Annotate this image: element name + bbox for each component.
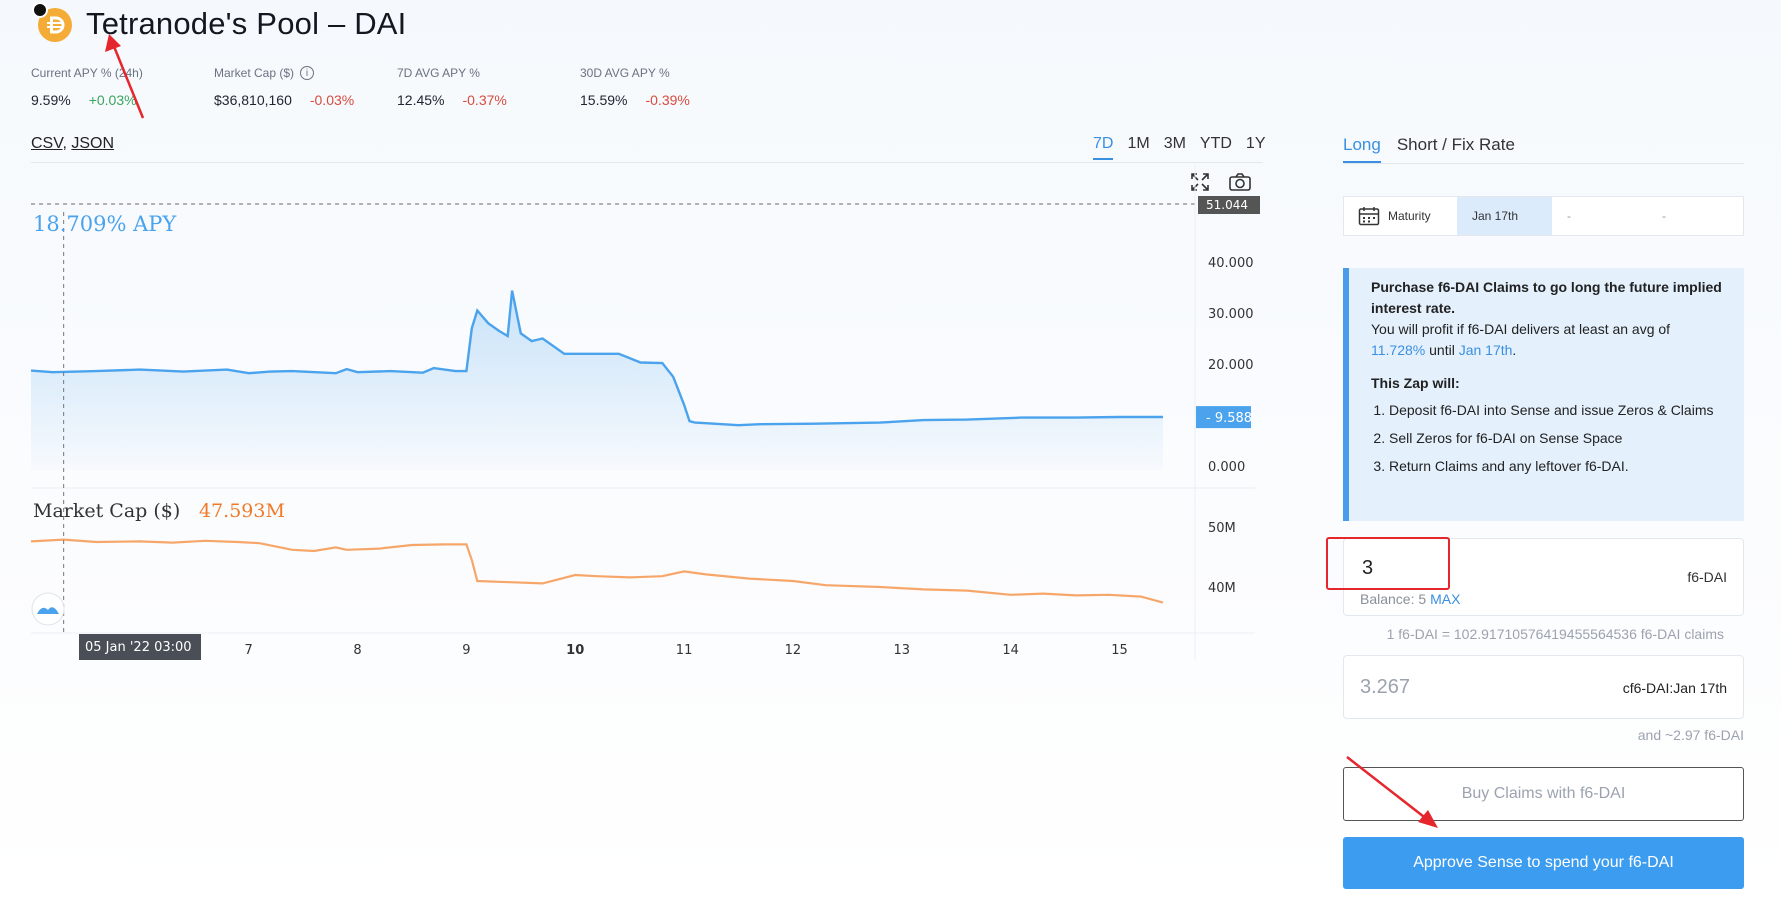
leftover-text: and ~2.97 f6-DAI bbox=[1637, 727, 1744, 743]
output-card: 3.267 cf6-DAI:Jan 17th bbox=[1343, 655, 1744, 719]
x-tick-label: 9 bbox=[462, 643, 470, 658]
axes: 40.000 30.000 20.000 0.000 50M 40M 51.044 - 9.5… bbox=[63, 196, 1260, 660]
zap-step: Sell Zeros for f6-DAI on Sense Space bbox=[1389, 428, 1724, 448]
stat-value: 15.59% bbox=[580, 92, 628, 108]
time-range-selector: 7D 1M 3M YTD 1Y bbox=[1093, 135, 1266, 160]
x-tick-label: 11 bbox=[676, 643, 693, 658]
info-headline: Purchase f6-DAI Claims to go long the fu… bbox=[1371, 279, 1722, 316]
output-unit: cf6-DAI:Jan 17th bbox=[1622, 680, 1727, 696]
current-value-label: - 9.588 bbox=[1206, 411, 1252, 426]
apy-y-tick: 0.000 bbox=[1208, 460, 1245, 475]
profit-text: You will profit if f6-DAI delivers at le… bbox=[1371, 321, 1671, 358]
apy-pane bbox=[30, 290, 1163, 470]
zap-info-box: Purchase f6-DAI Claims to go long the fu… bbox=[1343, 268, 1744, 521]
dai-logo bbox=[32, 2, 72, 42]
approve-button[interactable]: Approve Sense to spend your f6-DAI bbox=[1343, 837, 1744, 889]
chart-watermark-logo bbox=[31, 592, 65, 626]
x-tick-label: 10 bbox=[566, 643, 584, 658]
zap-title: This Zap will: bbox=[1371, 375, 1460, 391]
apy-area bbox=[31, 290, 1163, 470]
profit-date: Jan 17th bbox=[1458, 342, 1513, 358]
dai-symbol-icon bbox=[47, 16, 65, 34]
crosshair-label-box bbox=[79, 634, 201, 660]
divider bbox=[1343, 163, 1744, 164]
range-1y[interactable]: 1Y bbox=[1245, 135, 1266, 152]
x-tick-label: 14 bbox=[1002, 643, 1019, 658]
x-tick-label: 13 bbox=[893, 643, 910, 658]
position-tabs: Long Short / Fix Rate bbox=[1343, 135, 1515, 163]
stat-value: $36,810,160 bbox=[214, 92, 292, 108]
exchange-rate: 1 f6-DAI = 102.91710576419455564536 f6-D… bbox=[1386, 626, 1724, 642]
link-separator: , bbox=[62, 135, 72, 152]
x-tick-label: 7 bbox=[245, 643, 253, 658]
maturity-option-jan-17th[interactable]: Jan 17th bbox=[1457, 197, 1552, 235]
amount-input-card: 3 f6-DAI Balance: 5 MAX bbox=[1343, 538, 1744, 616]
apy-y-tick: 40.000 bbox=[1208, 256, 1254, 271]
range-3m[interactable]: 3M bbox=[1163, 135, 1186, 152]
max-button[interactable]: MAX bbox=[1430, 591, 1461, 607]
csv-link[interactable]: CSV bbox=[31, 135, 63, 152]
stat-label: Market Cap ($) bbox=[214, 66, 295, 80]
page-title: Tetranode's Pool – DAI bbox=[86, 6, 407, 41]
input-unit: f6-DAI bbox=[1687, 569, 1727, 585]
zap-steps: Deposit f6-DAI into Sense and issue Zero… bbox=[1389, 400, 1724, 476]
apy-legend: 18.709% APY bbox=[33, 212, 177, 236]
output-amount: 3.267 bbox=[1360, 676, 1411, 698]
range-1m[interactable]: 1M bbox=[1127, 135, 1150, 152]
x-tick-label: 8 bbox=[353, 643, 361, 658]
calendar-icon bbox=[1358, 207, 1380, 226]
annotation-highlight-box bbox=[1326, 537, 1450, 590]
buy-claims-button[interactable]: Buy Claims with f6-DAI bbox=[1343, 767, 1744, 821]
market-cap-line bbox=[30, 538, 1164, 604]
amount-input[interactable]: 3 bbox=[1362, 557, 1374, 579]
camera-icon[interactable] bbox=[1228, 172, 1252, 192]
apy-y-tick: 20.000 bbox=[1208, 358, 1254, 373]
info-icon[interactable]: i bbox=[300, 66, 315, 80]
balance-text: Balance: 5 MAX bbox=[1360, 591, 1461, 607]
json-link[interactable]: JSON bbox=[71, 135, 114, 152]
stat-change: -0.39% bbox=[645, 92, 690, 108]
stat-value: 9.59% bbox=[31, 92, 71, 108]
stat-value: 12.45% bbox=[397, 92, 445, 108]
x-tick-label: 15 bbox=[1111, 643, 1128, 658]
x-tick-label: 12 bbox=[785, 643, 802, 658]
chart-tools bbox=[1190, 172, 1252, 192]
apy-line bbox=[30, 290, 1163, 427]
maturity-selector: Maturity Jan 17th - - bbox=[1343, 196, 1744, 236]
stat-market-cap: Market Cap ($) i $36,810,160 -0.03% bbox=[214, 66, 354, 108]
network-badge-icon bbox=[32, 2, 48, 18]
market-cap-legend-value: 47.593M bbox=[199, 500, 285, 522]
top-value-label: 51.044 bbox=[1206, 198, 1248, 212]
maturity-option-empty[interactable]: - bbox=[1662, 209, 1666, 223]
range-7d[interactable]: 7D bbox=[1093, 135, 1114, 160]
stat-label: 7D AVG APY % bbox=[397, 66, 480, 80]
profit-rate: 11.728% bbox=[1371, 342, 1426, 358]
download-links: CSV, JSON bbox=[31, 135, 114, 153]
maturity-label: Maturity bbox=[1388, 209, 1431, 223]
stat-label: 30D AVG APY % bbox=[580, 66, 670, 80]
stat-7d-avg-apy: 7D AVG APY % 12.45% -0.37% bbox=[397, 66, 507, 108]
market-cap-y-tick: 50M bbox=[1208, 521, 1236, 536]
maturity-option-empty[interactable]: - bbox=[1567, 209, 1571, 223]
tab-long[interactable]: Long bbox=[1343, 135, 1381, 163]
stat-change: -0.03% bbox=[309, 92, 355, 108]
stat-30d-avg-apy: 30D AVG APY % 15.59% -0.39% bbox=[580, 66, 690, 108]
market-cap-y-tick: 40M bbox=[1208, 581, 1236, 596]
tab-short-fix-rate[interactable]: Short / Fix Rate bbox=[1396, 135, 1515, 154]
divider bbox=[31, 162, 1263, 163]
crosshair-label: 05 Jan '22 03:00 bbox=[85, 640, 192, 655]
zap-step: Return Claims and any leftover f6-DAI. bbox=[1389, 456, 1724, 476]
market-cap-legend-label: Market Cap ($) bbox=[33, 500, 180, 522]
zap-step: Deposit f6-DAI into Sense and issue Zero… bbox=[1389, 400, 1724, 420]
top-value-box bbox=[1198, 196, 1260, 214]
current-value-box bbox=[1196, 406, 1251, 429]
market-cap-pane bbox=[30, 538, 1164, 604]
apy-y-tick: 30.000 bbox=[1208, 307, 1254, 322]
stat-change: -0.37% bbox=[462, 92, 507, 108]
range-ytd[interactable]: YTD bbox=[1199, 135, 1232, 152]
apy-market-cap-chart: 40.000 30.000 20.000 0.000 50M 40M 51.044 - 9.5… bbox=[30, 165, 1260, 660]
